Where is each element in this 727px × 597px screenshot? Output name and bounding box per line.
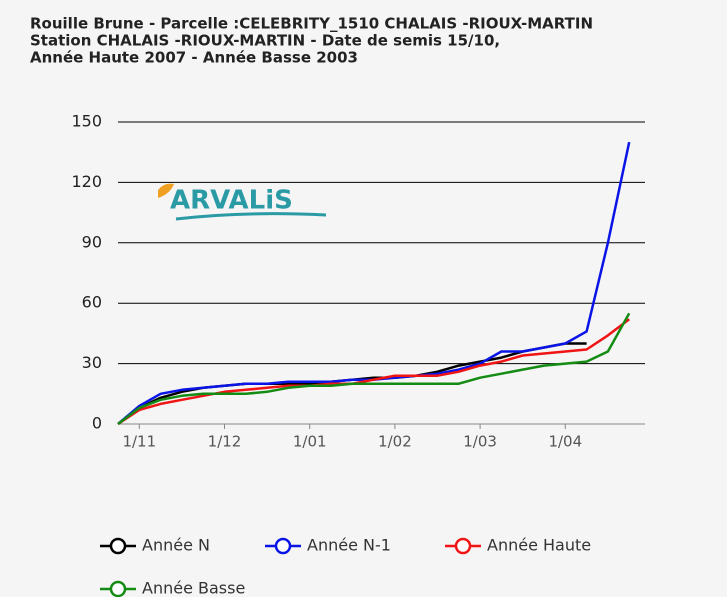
- y-tick-label: 120: [71, 172, 102, 191]
- legend-label: Année N-1: [307, 536, 391, 555]
- legend-marker: [109, 580, 127, 597]
- x-tick-label: 1/02: [378, 433, 412, 451]
- legend-marker: [454, 537, 472, 555]
- logo-leaf: [158, 183, 174, 198]
- x-tick-label: 1/12: [208, 433, 242, 451]
- y-tick-label: 30: [82, 353, 102, 372]
- y-tick-label: 60: [82, 293, 102, 312]
- series-line: [117, 141, 631, 425]
- y-tick-label: 0: [92, 414, 102, 433]
- logo-swoosh: [175, 212, 327, 221]
- title-line: Rouille Brune - Parcelle :CELEBRITY_1510…: [30, 15, 593, 33]
- x-tick-label: 1/03: [463, 433, 497, 451]
- x-tick-label: 1/01: [293, 433, 327, 451]
- legend-label: Année Haute: [487, 536, 591, 555]
- logo: ARVALiS: [158, 183, 327, 221]
- legend-item: Année Basse: [100, 579, 245, 597]
- x-tick-label: 1/11: [122, 433, 156, 451]
- title-line: Année Haute 2007 - Année Basse 2003: [30, 49, 358, 67]
- legend-marker: [109, 537, 127, 555]
- logo-text: ARVALiS: [170, 186, 293, 216]
- y-tick-label: 90: [82, 232, 102, 251]
- y-tick-label: 150: [71, 112, 102, 131]
- series-line: [117, 318, 630, 426]
- legend-marker: [274, 537, 292, 555]
- legend-item: Année N-1: [265, 536, 391, 555]
- legend-label: Année N: [142, 536, 210, 555]
- legend-item: Année N: [100, 536, 210, 555]
- title-line: Station CHALAIS -RIOUX-MARTIN - Date de …: [30, 32, 500, 50]
- series-line: [117, 312, 631, 425]
- legend-label: Année Basse: [142, 579, 245, 597]
- legend-item: Année Haute: [445, 536, 591, 555]
- x-tick-label: 1/04: [548, 433, 582, 451]
